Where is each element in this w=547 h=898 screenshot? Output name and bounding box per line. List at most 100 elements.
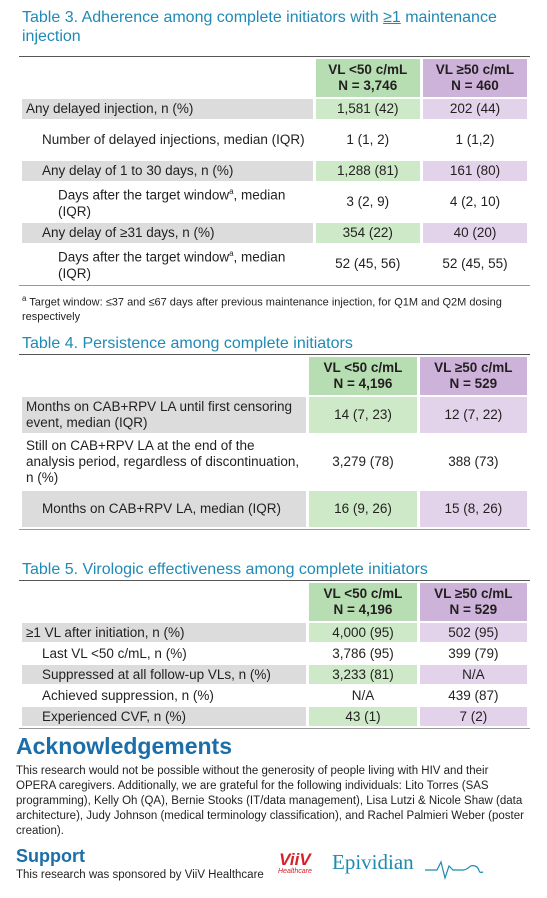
row-label: Still on CAB+RPV LA at the end of the an… [22, 435, 306, 489]
label-text: Any delay of ≥31 days, n (%) [42, 225, 215, 240]
heading: Acknowledgements [16, 733, 232, 759]
table: VL <50 c/mL N = 4,196 VL ≥50 c/mL N = 529 Mo… [19, 354, 530, 530]
title-text: Table 5. Virologic effectiveness among c… [22, 561, 428, 578]
label-text: Suppressed at all follow-up VLs, n (%) [42, 666, 271, 682]
cell: 14 (7, 23) [309, 397, 417, 433]
cell: 1,581 (42) [315, 99, 420, 119]
cell: 52 (45, 56) [335, 256, 401, 271]
label-text: , median (IQR) [58, 249, 286, 281]
cell: 399 (79) [448, 645, 499, 661]
logo-sub: Healthcare [278, 868, 312, 875]
header-row: VL <50 c/mL N = 4,196 VL ≥50 c/mL N = 529 [22, 583, 527, 621]
label-text: Still on CAB+RPV LA at the end of the an… [26, 438, 300, 485]
label-sup: a [229, 249, 234, 259]
header-line: N = 529 [449, 376, 498, 391]
label-text: Experienced CVF, n (%) [42, 708, 187, 724]
row-label: Suppressed at all follow-up VLs, n (%) [22, 665, 307, 684]
label-text: Months on CAB+RPV LA until first censori… [26, 399, 293, 430]
cell: 354 (22) [315, 223, 420, 243]
row: Any delay of 1 to 30 days, n (%) 1,288 (8… [22, 161, 527, 181]
label-text: Achieved suppression, n (%) [42, 687, 214, 703]
table-3: Table 3. Adherence among complete initia… [19, 8, 530, 323]
title-text: Table 4. Persistence among complete init… [22, 335, 353, 352]
table-title: Table 4. Persistence among complete init… [22, 334, 527, 353]
header-line: VL ≥50 c/mL [434, 586, 513, 601]
row: Still on CAB+RPV LA at the end of the an… [22, 435, 527, 489]
table-title: Table 5. Virologic effectiveness among c… [22, 560, 527, 579]
row-label: Number of delayed injections, median (IQ… [22, 121, 313, 159]
cell: 16 (9, 26) [309, 491, 417, 527]
row: Suppressed at all follow-up VLs, n (%) 3,… [22, 665, 527, 684]
cell: 1 (1,2) [455, 132, 495, 147]
cell: 502 (95) [419, 623, 527, 642]
acknowledgements: Acknowledgements This research would not… [16, 733, 531, 839]
header-blank [22, 59, 313, 97]
label-text: , median (IQR) [58, 187, 286, 219]
header-line: N = 4,196 [333, 376, 393, 391]
table-5: Table 5. Virologic effectiveness among c… [19, 560, 530, 729]
row-label: Months on CAB+RPV LA until first censori… [22, 397, 307, 433]
row-label: Any delay of 1 to 30 days, n (%) [22, 161, 313, 181]
header-cell: VL <50 c/mL N = 3,746 [315, 59, 420, 97]
label-text: Days after the target window [58, 187, 230, 203]
row-label: Achieved suppression, n (%) [22, 686, 306, 705]
support: Support This research was sponsored by V… [16, 846, 276, 881]
cell: 3,279 (78) [332, 454, 394, 469]
header-cell: VL ≥50 c/mL N = 529 [419, 357, 527, 395]
row-label: Experienced CVF, n (%) [22, 707, 307, 726]
logo-wave [425, 860, 484, 881]
footnote: a Target window: ≤37 and ≤67 days after … [22, 292, 527, 324]
row-label: Any delay of ≥31 days, n (%) [22, 223, 313, 243]
cell: 388 (73) [448, 454, 499, 469]
row: Months on CAB+RPV LA, median (IQR) 16 (9,… [22, 491, 527, 527]
row: Any delay of ≥31 days, n (%) 354 (22) 40 (… [22, 223, 527, 243]
header-cell: VL ≥50 c/mL N = 529 [419, 583, 527, 621]
footnote-sup: a [22, 294, 27, 303]
cell: 7 (2) [419, 707, 527, 726]
label-text: Any delay of 1 to 30 days, n (%) [42, 163, 234, 178]
row: Last VL <50 c/mL, n (%) 3,786 (95) 399 (79… [22, 644, 527, 663]
header-row: VL <50 c/mL N = 4,196 VL ≥50 c/mL N = 529 [22, 357, 527, 395]
row-label: ≥1 VL after initiation, n (%) [22, 623, 307, 642]
header-line: N = 4,196 [333, 602, 393, 617]
label-sup: a [229, 187, 234, 197]
row-label: Last VL <50 c/mL, n (%) [22, 644, 306, 663]
cell: 12 (7, 22) [419, 397, 527, 433]
header-line: N = 460 [451, 78, 499, 93]
header-line: N = 3,746 [338, 78, 398, 93]
row-label: Months on CAB+RPV LA, median (IQR) [22, 491, 307, 527]
cell: 4,000 (95) [309, 623, 417, 642]
header-row: VL <50 c/mL N = 3,746 VL ≥50 c/mL N = 460 [22, 59, 527, 97]
table: VL <50 c/mL N = 4,196 VL ≥50 c/mL N = 529 ≥1… [19, 580, 530, 729]
heading: Support [16, 846, 85, 866]
cell: 40 (20) [422, 223, 527, 243]
table-4: Table 4. Persistence among complete init… [19, 334, 530, 530]
row: Experienced CVF, n (%) 43 (1) 7 (2) [22, 707, 527, 726]
logo-text: ViiV [279, 850, 311, 869]
label-text: Last VL <50 c/mL, n (%) [42, 645, 187, 661]
row: ≥1 VL after initiation, n (%) 4,000 (95) 5… [22, 623, 527, 642]
row: Achieved suppression, n (%) N/A 439 (87) [22, 686, 527, 705]
label-text: Any delayed injection, n (%) [26, 101, 194, 116]
cell: N/A [351, 687, 375, 703]
cell: 3,233 (81) [309, 665, 417, 684]
label-text: ≥1 VL after initiation, n (%) [26, 624, 185, 640]
footnote-text: Target window: ≤37 and ≤67 days after pr… [22, 296, 502, 323]
cell: 1,288 (81) [315, 161, 420, 181]
title-text: Table 3. Adherence among complete initia… [22, 9, 384, 26]
cell: 161 (80) [422, 161, 527, 181]
table: VL <50 c/mL N = 3,746 VL ≥50 c/mL N = 460 An… [19, 56, 530, 286]
label-text: Number of delayed injections, median (IQ… [42, 132, 305, 147]
row: Months on CAB+RPV LA until first censori… [22, 397, 527, 433]
cell: 43 (1) [309, 707, 417, 726]
header-blank [22, 583, 306, 621]
row-label: Days after the target windowa, median (I… [22, 183, 313, 221]
cell: 439 (87) [448, 687, 499, 703]
cell: 1 (1, 2) [346, 132, 390, 147]
title-text: maintenance injection [22, 9, 497, 45]
cell: 202 (44) [422, 99, 527, 119]
header-cell: VL <50 c/mL N = 4,196 [309, 583, 417, 621]
header-cell: VL ≥50 c/mL N = 460 [422, 59, 527, 97]
row: Any delayed injection, n (%) 1,581 (42) 20… [22, 99, 527, 119]
